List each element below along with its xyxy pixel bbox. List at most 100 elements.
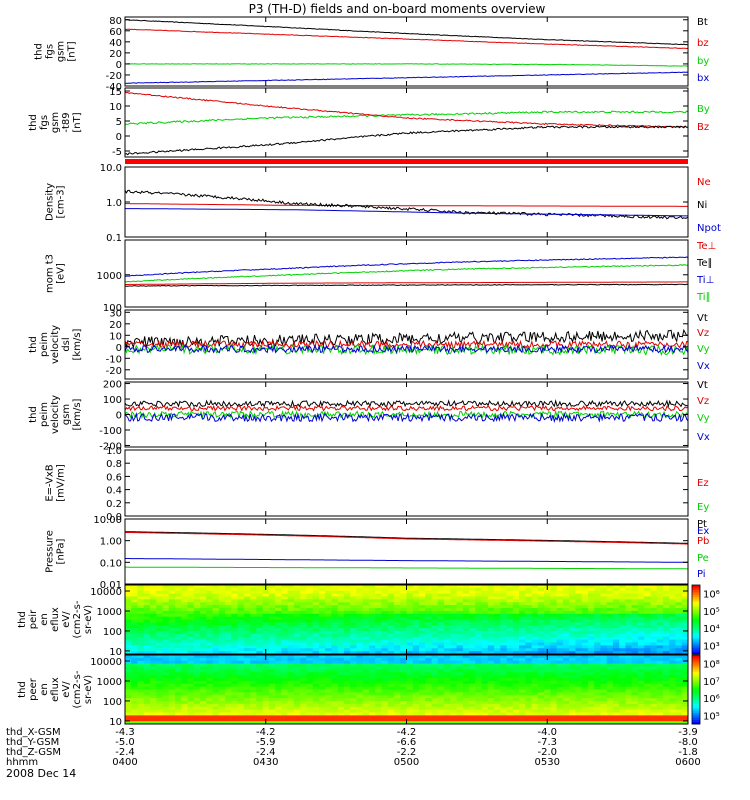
heatmap-cell	[150, 613, 157, 618]
y-tick-label: 1.00	[100, 537, 122, 548]
heatmap-cell	[631, 689, 639, 693]
heatmap-cell	[293, 689, 301, 693]
heatmap-cell	[243, 655, 251, 659]
heatmap-cell	[631, 625, 639, 629]
heatmap-cell	[325, 648, 332, 652]
heatmap-cell	[575, 608, 583, 612]
heatmap-cell	[450, 619, 458, 623]
heatmap-cell	[481, 628, 489, 632]
heatmap-cell	[587, 645, 595, 649]
heatmap-cell	[581, 715, 589, 719]
heatmap-cell	[606, 692, 614, 696]
heatmap-cell	[650, 633, 658, 638]
heatmap-cell	[487, 655, 495, 659]
heatmap-cell	[393, 666, 401, 670]
heatmap-cell	[375, 610, 382, 615]
heatmap-cell	[406, 633, 414, 638]
heatmap-cell	[425, 689, 433, 693]
heatmap-cell	[494, 631, 501, 635]
heatmap-cell	[437, 613, 445, 618]
heatmap-cell	[531, 636, 539, 641]
heatmap-cell	[156, 683, 164, 688]
colorbar-step	[692, 651, 700, 655]
heatmap-cell	[550, 701, 558, 705]
heatmap-cell	[306, 639, 314, 644]
heatmap-cell	[494, 701, 501, 705]
heatmap-cell	[350, 689, 357, 693]
heatmap-cell	[137, 645, 145, 649]
heatmap-cell	[475, 709, 483, 714]
heatmap-cell	[681, 610, 689, 615]
heatmap-cell	[237, 590, 245, 595]
heatmap-cell	[175, 648, 182, 652]
heatmap-cell	[262, 660, 270, 665]
heatmap-cell	[243, 587, 251, 592]
heatmap-cell	[544, 715, 551, 719]
heatmap-cell	[206, 590, 214, 595]
heatmap-cell	[193, 657, 201, 662]
heatmap-cell	[562, 648, 570, 652]
heatmap-cell	[506, 622, 514, 626]
heatmap-cell	[362, 715, 370, 719]
heatmap-cell	[250, 683, 257, 688]
heatmap-cell	[331, 608, 339, 612]
heatmap-cell	[487, 706, 495, 711]
heatmap-cell	[494, 680, 501, 685]
heatmap-cell	[562, 633, 570, 638]
heatmap-cell	[325, 622, 332, 626]
footer-value: -4.3	[115, 727, 135, 738]
heatmap-cell	[287, 655, 295, 659]
heatmap-cell	[450, 678, 458, 682]
heatmap-cell	[550, 666, 558, 670]
heatmap-cell	[350, 608, 357, 612]
heatmap-cell	[131, 590, 139, 595]
heatmap-cell	[387, 718, 395, 722]
heatmap-cell	[331, 672, 339, 676]
heatmap-cell	[293, 596, 301, 600]
heatmap-cell	[475, 605, 483, 609]
heatmap-cell	[268, 593, 276, 598]
heatmap-cell	[306, 692, 314, 696]
spectrogram-peir-en-eflux	[125, 585, 689, 655]
heatmap-cell	[175, 645, 182, 649]
heatmap-cell	[544, 666, 551, 670]
heatmap-cell	[375, 706, 382, 711]
heatmap-cell	[512, 657, 520, 662]
heatmap-cell	[525, 610, 533, 615]
heatmap-cell	[525, 678, 533, 682]
heatmap-cell	[181, 602, 189, 606]
heatmap-cell	[362, 587, 370, 592]
heatmap-cell	[318, 675, 326, 679]
heatmap-cell	[512, 631, 520, 635]
heatmap-cell	[669, 695, 676, 699]
heatmap-cell	[193, 669, 201, 673]
heatmap-cell	[450, 657, 458, 662]
legend-Ni: Ni	[697, 200, 707, 211]
heatmap-cell	[200, 605, 207, 609]
heatmap-cell	[143, 639, 151, 644]
heatmap-cell	[275, 625, 282, 629]
heatmap-cell	[644, 721, 651, 725]
heatmap-cell	[575, 605, 583, 609]
heatmap-cell	[175, 712, 182, 716]
heatmap-cell	[193, 721, 201, 725]
heatmap-cell	[218, 721, 226, 725]
heatmap-cell	[250, 636, 257, 641]
heatmap-cell	[450, 590, 458, 595]
heatmap-cell	[362, 709, 370, 714]
heatmap-cell	[650, 712, 658, 716]
heatmap-cell	[669, 593, 676, 598]
heatmap-cell	[325, 701, 332, 705]
heatmap-cell	[569, 593, 576, 598]
colorbar-tick-label: 10⁵	[703, 711, 720, 722]
heatmap-cell	[537, 655, 545, 659]
heatmap-cell	[606, 655, 614, 659]
heatmap-cell	[193, 709, 201, 714]
heatmap-cell	[612, 631, 620, 635]
heatmap-cell	[625, 622, 633, 626]
heatmap-cell	[512, 622, 520, 626]
heatmap-cell	[137, 622, 145, 626]
heatmap-cell	[644, 602, 651, 606]
heatmap-cell	[406, 608, 414, 612]
